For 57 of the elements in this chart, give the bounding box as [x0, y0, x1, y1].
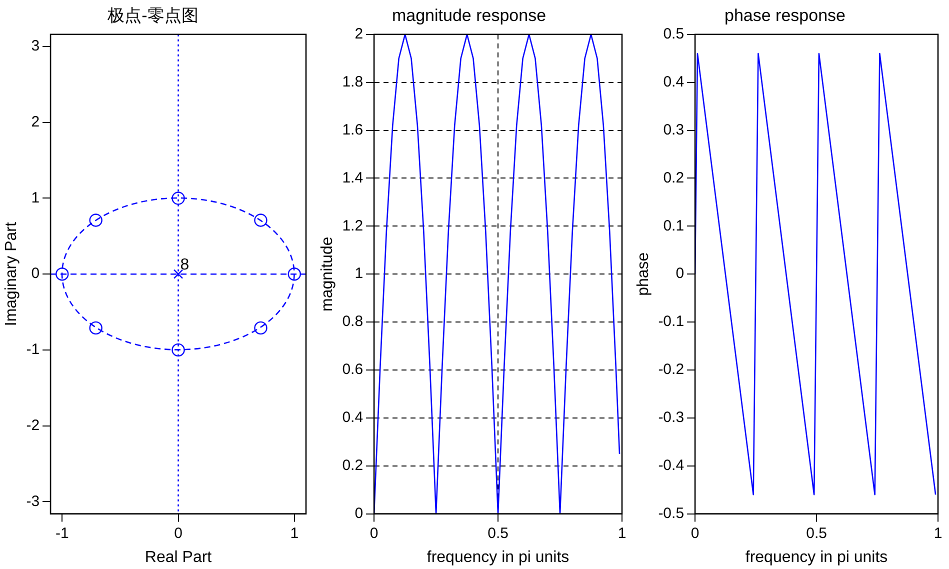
y-tick-label: -3: [26, 492, 40, 510]
x-tick-label: 0.5: [806, 524, 827, 542]
x-tick-label: 0.5: [488, 524, 508, 542]
chart-title: magnitude response: [392, 6, 546, 25]
y-tick-label: 0.4: [663, 73, 684, 90]
y-tick-label: 1.8: [342, 73, 364, 90]
y-tick-label: 0.2: [342, 457, 364, 474]
y-tick-label: 0.3: [663, 121, 684, 138]
y-tick-label: 1.4: [342, 169, 364, 186]
point: [254, 321, 268, 335]
y-tick-label: 2: [31, 114, 40, 131]
point: [172, 343, 185, 357]
point: [89, 214, 102, 227]
y-axis-title: magnitude: [319, 236, 336, 312]
y-tick-label: -0.4: [658, 457, 684, 474]
y-tick-label: 1.6: [342, 121, 364, 138]
x-axis-title: frequency in pi units: [745, 548, 888, 566]
chart-title: 极点-零点图: [106, 6, 198, 25]
y-tick-label: 1: [31, 189, 40, 206]
x-tick-label: 0: [690, 524, 700, 542]
y-tick-label: 0: [31, 265, 40, 282]
point: [254, 214, 268, 227]
y-tick-label: 0: [676, 265, 684, 282]
point: [56, 268, 69, 281]
y-tick-label: 2: [354, 26, 364, 43]
y-tick-label: 1.2: [342, 217, 364, 234]
point: [89, 321, 102, 335]
x-tick-label: 1: [290, 524, 299, 542]
annotation: 8: [180, 256, 190, 274]
y-tick-label: -0.3: [658, 409, 684, 426]
x-tick-label: -1: [55, 524, 69, 542]
y-axis-title: phase: [635, 252, 652, 296]
y-tick-label: -0.2: [658, 361, 684, 378]
y-tick-label: -0.5: [658, 504, 684, 522]
y-tick-label: 0.5: [663, 26, 684, 43]
y-tick-label: 1: [354, 265, 364, 282]
x-tick-label: 1: [618, 524, 626, 542]
point: [172, 192, 185, 205]
x-tick-label: 0: [370, 524, 378, 542]
y-tick-label: 3: [31, 38, 40, 55]
y-axis-title: Imaginary Part: [3, 222, 20, 326]
y-tick-label: 0.2: [663, 169, 684, 186]
x-tick-label: 1: [934, 524, 942, 542]
chart-title: phase response: [724, 6, 846, 25]
x-tick-label: 0: [174, 524, 182, 542]
y-tick-label: -0.1: [658, 313, 684, 330]
x-axis-title: frequency in pi units: [426, 548, 570, 566]
y-tick-label: 0.4: [342, 409, 364, 426]
y-tick-label: 0.8: [342, 313, 364, 330]
point: [173, 269, 184, 279]
y-tick-label: -2: [26, 416, 40, 434]
y-tick-label: 0.6: [342, 361, 364, 378]
y-tick-label: 0: [354, 504, 364, 522]
point: [288, 268, 301, 281]
y-tick-label: 0.1: [663, 217, 684, 234]
x-axis-title: Real Part: [144, 548, 212, 566]
y-tick-label: -1: [26, 341, 40, 358]
